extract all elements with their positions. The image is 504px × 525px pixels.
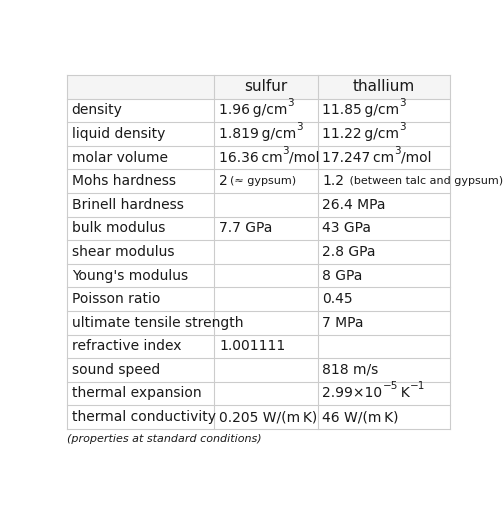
Text: 26.4 MPa: 26.4 MPa [323,198,386,212]
Text: 3: 3 [287,98,294,109]
Text: 1.2: 1.2 [323,174,344,188]
Text: liquid density: liquid density [72,127,165,141]
Text: density: density [72,103,122,118]
Text: thallium: thallium [352,79,415,94]
Text: /mol: /mol [401,151,431,165]
Text: 3: 3 [399,122,406,132]
Text: thermal conductivity: thermal conductivity [72,410,216,424]
Text: bulk modulus: bulk modulus [72,222,165,235]
Text: 2.8 GPa: 2.8 GPa [323,245,376,259]
Text: 11.22 g/cm: 11.22 g/cm [323,127,399,141]
Text: 1.96 g/cm: 1.96 g/cm [219,103,287,118]
Text: 3: 3 [400,98,406,109]
Text: 7 MPa: 7 MPa [323,316,364,330]
Text: 2: 2 [219,174,228,188]
Text: 0.45: 0.45 [323,292,353,306]
Text: 0.205 W/(m K): 0.205 W/(m K) [219,410,317,424]
Text: 46 W/(m K): 46 W/(m K) [323,410,399,424]
Text: 7.7 GPa: 7.7 GPa [219,222,272,235]
Text: 3: 3 [395,145,401,155]
Text: refractive index: refractive index [72,339,181,353]
Text: K: K [398,386,410,401]
Text: (≈ gypsum): (≈ gypsum) [230,176,296,186]
Text: sound speed: sound speed [72,363,160,377]
Text: (between talc and gypsum): (between talc and gypsum) [346,176,503,186]
Text: sulfur: sulfur [244,79,288,94]
Text: −5: −5 [383,381,398,392]
Text: 2.99×10: 2.99×10 [323,386,383,401]
Text: molar volume: molar volume [72,151,168,165]
Text: (properties at standard conditions): (properties at standard conditions) [67,434,262,444]
Text: Mohs hardness: Mohs hardness [72,174,175,188]
Text: Poisson ratio: Poisson ratio [72,292,160,306]
Text: ultimate tensile strength: ultimate tensile strength [72,316,243,330]
Text: 818 m/s: 818 m/s [323,363,379,377]
Text: 43 GPa: 43 GPa [323,222,371,235]
Text: Young's modulus: Young's modulus [72,269,187,282]
Text: 1.001111: 1.001111 [219,339,285,353]
Bar [67,75,450,99]
Text: 8 GPa: 8 GPa [323,269,363,282]
Text: 1.819 g/cm: 1.819 g/cm [219,127,296,141]
Text: 3: 3 [296,122,303,132]
Text: 17.247 cm: 17.247 cm [323,151,395,165]
Text: 16.36 cm: 16.36 cm [219,151,283,165]
Text: /mol: /mol [289,151,320,165]
Text: −1: −1 [410,381,425,392]
Text: shear modulus: shear modulus [72,245,174,259]
Text: thermal expansion: thermal expansion [72,386,201,401]
Text: Brinell hardness: Brinell hardness [72,198,183,212]
Text: 3: 3 [283,145,289,155]
Text: 11.85 g/cm: 11.85 g/cm [323,103,400,118]
